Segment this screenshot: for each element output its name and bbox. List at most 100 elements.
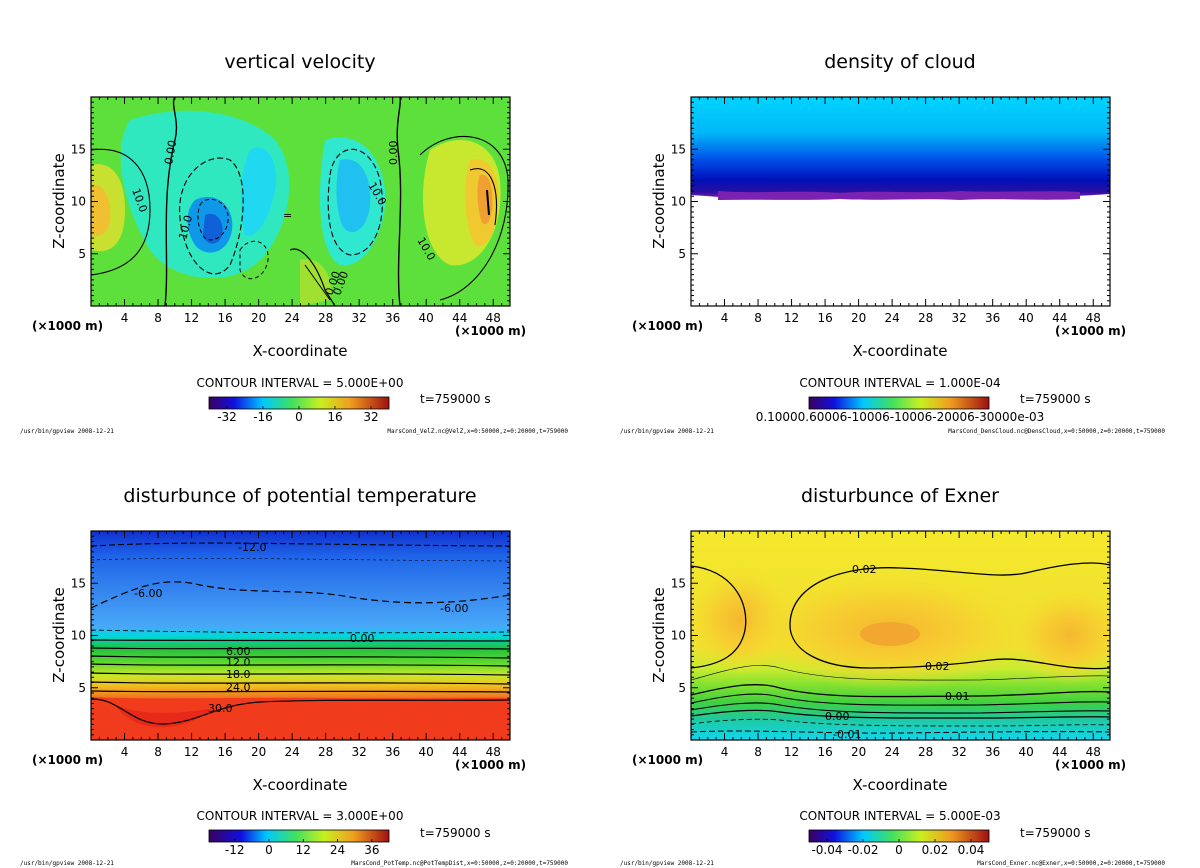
contour-label: 24.0 bbox=[226, 681, 251, 694]
time-label: t=759000 s bbox=[420, 392, 491, 406]
footer-left: /usr/bin/gpview 2008-12-21 bbox=[620, 428, 714, 435]
x-tick-label: 32 bbox=[952, 745, 967, 759]
y-axis-label: Z-coordinate bbox=[50, 153, 68, 248]
y-axis-label: Z-coordinate bbox=[50, 587, 68, 682]
colorbar-tick-label: -0.04 bbox=[811, 843, 842, 857]
colorbar-tick-label: -0.02 bbox=[847, 843, 878, 857]
panel-title: disturbunce of potential temperature bbox=[123, 485, 476, 507]
contour-label: 0.00 bbox=[825, 710, 850, 723]
colorbar-tick-label: -32 bbox=[217, 410, 237, 424]
velz-field bbox=[91, 97, 510, 306]
contour-interval: CONTOUR INTERVAL = 5.000E+00 bbox=[197, 376, 404, 390]
x-tick-label: 48 bbox=[1086, 745, 1101, 759]
colorbar-ticks: -32 -16 0 16 32 bbox=[217, 406, 379, 424]
colorbar-tick-label: 0 bbox=[295, 410, 303, 424]
x-tick-label: 44 bbox=[1052, 745, 1067, 759]
colorbar-ticks: -0.04 -0.02 0 0.02 0.04 bbox=[811, 839, 984, 857]
y-tick-label: 10 bbox=[71, 195, 86, 209]
x-axis-label: X-coordinate bbox=[253, 342, 348, 360]
x-tick-label: 36 bbox=[985, 745, 1000, 759]
x-tick-label: 24 bbox=[884, 745, 899, 759]
footer-left: /usr/bin/gpview 2008-12-21 bbox=[20, 860, 114, 867]
colorbar-tick-label: 36 bbox=[364, 843, 379, 857]
x-tick-label: 44 bbox=[452, 745, 467, 759]
colorbar-tick-label: -16 bbox=[253, 410, 273, 424]
x-axis-label: X-coordinate bbox=[853, 776, 948, 794]
x-tick-label: 28 bbox=[318, 745, 333, 759]
x-tick-label: 16 bbox=[817, 311, 832, 325]
x-tick-label: 20 bbox=[851, 311, 866, 325]
contour-label: 6.00 bbox=[226, 645, 251, 658]
panel-vertical-velocity: vertical velocity bbox=[20, 51, 568, 435]
x-tick-label: 12 bbox=[784, 311, 799, 325]
x-tick-label: 44 bbox=[452, 311, 467, 325]
footer-right: MarsCond_Exner.nc@Exner,x=0:50000,z=0:20… bbox=[977, 860, 1165, 867]
colorbar-tick-label: 0 bbox=[265, 843, 273, 857]
contour-interval: CONTOUR INTERVAL = 1.000E-04 bbox=[799, 376, 1000, 390]
x-tick-label: 48 bbox=[1086, 311, 1101, 325]
x-tick-label: 24 bbox=[884, 311, 899, 325]
x-tick-label: 48 bbox=[486, 311, 501, 325]
contour-label: 30.0 bbox=[208, 702, 233, 715]
y-tick-label: 10 bbox=[671, 629, 686, 643]
x-tick-label: 16 bbox=[217, 311, 232, 325]
x-unit-right: (×1000 m) bbox=[1055, 324, 1126, 338]
contour-label: -6.00 bbox=[440, 602, 468, 615]
contour-label: -6.00 bbox=[134, 587, 162, 600]
colorbar-tick-label: 32 bbox=[363, 410, 378, 424]
y-tick-label: 5 bbox=[678, 681, 686, 695]
y-tick-label: 15 bbox=[71, 576, 86, 590]
footer-left: /usr/bin/gpview 2008-12-21 bbox=[20, 428, 114, 435]
colorbar-tick-label: -12 bbox=[225, 843, 245, 857]
panel-title: vertical velocity bbox=[224, 51, 375, 73]
colorbar bbox=[808, 396, 990, 410]
x-tick-label: 28 bbox=[318, 311, 333, 325]
x-tick-label: 8 bbox=[754, 311, 762, 325]
contour-label: = bbox=[283, 209, 292, 222]
panel-title: density of cloud bbox=[824, 51, 976, 73]
x-tick-label: 20 bbox=[851, 745, 866, 759]
x-tick-label: 40 bbox=[1019, 311, 1034, 325]
x-axis-label: X-coordinate bbox=[853, 342, 948, 360]
x-unit-left: (×1000 m) bbox=[632, 753, 703, 767]
x-tick-label: 28 bbox=[918, 745, 933, 759]
panel-title: disturbunce of Exner bbox=[801, 485, 999, 507]
contour-label: 0.01 bbox=[945, 690, 970, 703]
x-tick-label: 12 bbox=[784, 745, 799, 759]
x-tick-label: 28 bbox=[918, 311, 933, 325]
y-tick-label: 15 bbox=[671, 142, 686, 156]
x-tick-label: 24 bbox=[284, 311, 299, 325]
y-tick-label: 10 bbox=[71, 629, 86, 643]
contour-label: 0.02 bbox=[852, 563, 877, 576]
x-tick-label: 32 bbox=[352, 745, 367, 759]
x-tick-label: 20 bbox=[251, 745, 266, 759]
x-tick-label: 12 bbox=[184, 311, 199, 325]
cloud-base bbox=[718, 191, 1080, 200]
x-tick-label: 4 bbox=[121, 311, 129, 325]
time-label: t=759000 s bbox=[420, 826, 491, 840]
y-tick-label: 10 bbox=[671, 195, 686, 209]
x-tick-label: 12 bbox=[184, 745, 199, 759]
x-unit-left: (×1000 m) bbox=[32, 319, 103, 333]
contour-label: 0.02 bbox=[925, 660, 950, 673]
panel-potential-temperature: disturbunce of potential temperature -12… bbox=[20, 485, 568, 867]
y-tick-label: 5 bbox=[78, 247, 86, 261]
colorbar-tick-label: 16 bbox=[327, 410, 342, 424]
contour-label: 0.00 bbox=[350, 632, 375, 645]
footer-left: /usr/bin/gpview 2008-12-21 bbox=[620, 860, 714, 867]
x-tick-label: 4 bbox=[721, 745, 729, 759]
colorbar-ticks-overlap: 0.10000.60006-10006-10006-20006-30000e-0… bbox=[756, 410, 1045, 424]
y-tick-label: 5 bbox=[678, 247, 686, 261]
colorbar-tick-label: 0.04 bbox=[958, 843, 985, 857]
colorbar-tick-label: 0 bbox=[895, 843, 903, 857]
y-tick-label: 15 bbox=[71, 142, 86, 156]
x-tick-label: 20 bbox=[251, 311, 266, 325]
x-tick-label: 16 bbox=[817, 745, 832, 759]
contour-interval: CONTOUR INTERVAL = 5.000E-03 bbox=[799, 809, 1000, 823]
colorbar-tick-label: 24 bbox=[330, 843, 345, 857]
panel-exner: disturbunce of Exner 0.02 0.02 0.01 0.00… bbox=[620, 485, 1165, 867]
contour-label: 0.00 bbox=[162, 139, 179, 165]
